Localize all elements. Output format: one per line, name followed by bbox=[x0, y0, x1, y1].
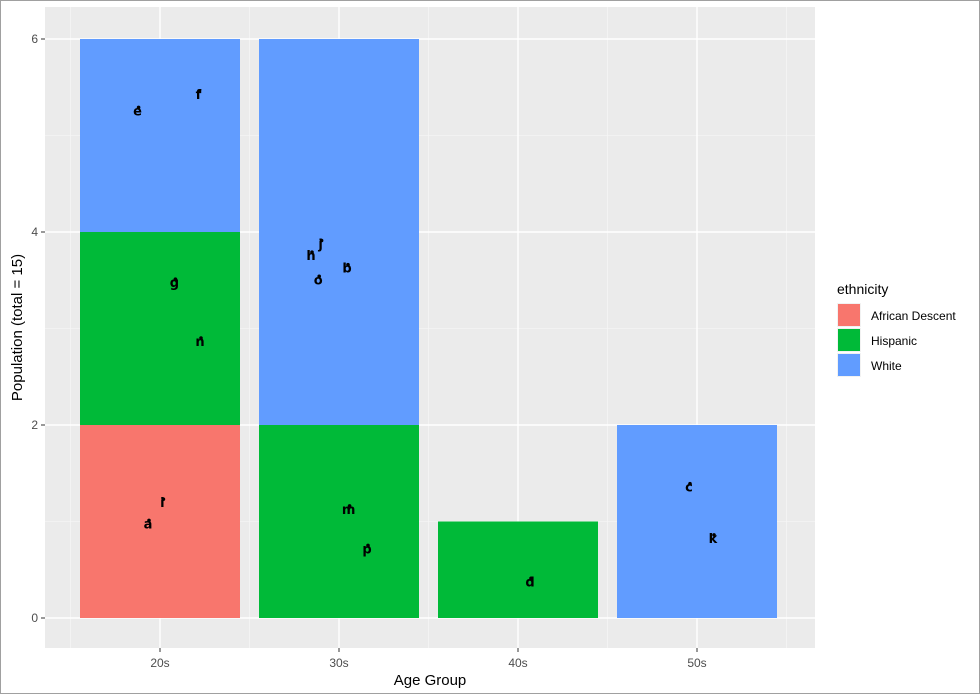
data-point bbox=[310, 250, 314, 254]
legend: ethnicity African Descent Hispanic White bbox=[837, 281, 956, 377]
point-label: g bbox=[170, 276, 179, 291]
legend-swatch bbox=[838, 329, 860, 351]
y-tick-label: 4 bbox=[31, 225, 38, 239]
bar-layer bbox=[80, 39, 777, 618]
point-label: f bbox=[196, 88, 202, 103]
data-point bbox=[712, 533, 716, 537]
legend-swatch bbox=[838, 304, 860, 326]
data-point bbox=[199, 336, 203, 340]
point-label: b bbox=[342, 262, 351, 277]
point-label: i bbox=[160, 496, 164, 511]
data-point bbox=[346, 262, 350, 267]
data-point bbox=[529, 576, 533, 581]
data-point bbox=[161, 497, 166, 501]
x-tick-label: 30s bbox=[329, 656, 348, 670]
bar-african-descent-20s bbox=[80, 425, 240, 618]
bar-hispanic-40s bbox=[438, 521, 598, 618]
point-label: h bbox=[306, 249, 315, 264]
data-point bbox=[347, 504, 352, 508]
point-label: k bbox=[709, 532, 718, 547]
data-point bbox=[136, 105, 141, 110]
x-tick-label: 50s bbox=[687, 656, 706, 670]
data-point bbox=[147, 518, 151, 523]
legend-label: White bbox=[871, 359, 902, 373]
legend-swatch bbox=[838, 354, 860, 376]
data-point bbox=[319, 238, 324, 243]
point-label: j bbox=[317, 238, 322, 253]
point-label: n bbox=[195, 335, 204, 350]
axis-layer: 0 2 4 6 20s 30s 40s 50s bbox=[31, 32, 706, 670]
point-label: a bbox=[144, 517, 153, 532]
point-label: p bbox=[362, 542, 371, 557]
bar-hispanic-30s bbox=[259, 425, 419, 618]
y-axis-title: Population (total = 15) bbox=[9, 254, 26, 401]
x-tick-label: 20s bbox=[150, 656, 169, 670]
data-point bbox=[173, 277, 178, 281]
point-label: o bbox=[314, 273, 323, 288]
point-label: d bbox=[525, 575, 534, 590]
legend-label: African Descent bbox=[871, 309, 956, 323]
bar-hispanic-20s bbox=[80, 232, 240, 425]
data-point bbox=[197, 89, 202, 93]
point-label: c bbox=[685, 481, 693, 496]
bar-white-20s bbox=[80, 39, 240, 232]
data-point bbox=[317, 274, 322, 279]
y-tick-label: 6 bbox=[31, 32, 38, 46]
bar-white-50s bbox=[617, 425, 777, 618]
point-label: e bbox=[133, 104, 142, 119]
point-label: m bbox=[342, 503, 356, 518]
x-axis-title: Age Group bbox=[394, 672, 467, 689]
data-point bbox=[688, 481, 692, 486]
legend-label: Hispanic bbox=[871, 334, 917, 348]
data-point bbox=[366, 543, 370, 548]
bar-white-30s bbox=[259, 39, 419, 425]
y-tick-label: 2 bbox=[31, 418, 38, 432]
point-layer: ai g n e f m p hj o b d c k bbox=[133, 88, 717, 590]
x-tick-label: 40s bbox=[508, 656, 527, 670]
legend-title: ethnicity bbox=[837, 281, 888, 297]
y-tick-label: 0 bbox=[31, 611, 38, 625]
